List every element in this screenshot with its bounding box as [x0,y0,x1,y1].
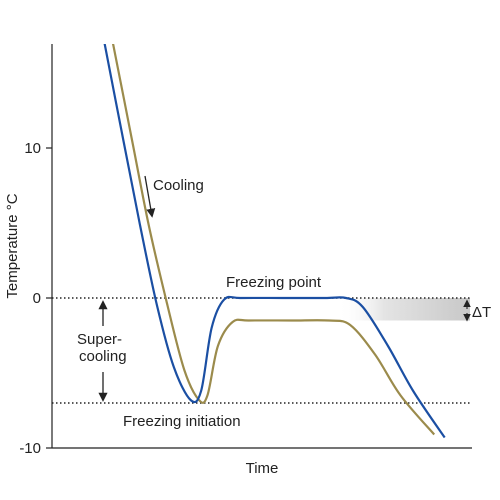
y-tick-label: -10 [19,440,41,457]
x-axis-label: Time [246,460,279,477]
cooling-arrow [144,175,156,218]
shaded-delta-band [337,298,470,321]
delta-t-label: ΔT [472,304,491,321]
freezing-initiation-label: Freezing initiation [123,413,241,430]
supercooling-label-line2: cooling [79,348,127,365]
y-tick-label: 0 [33,290,41,307]
series-line-blue [103,44,446,439]
freezing-point-label: Freezing point [226,274,322,291]
series-line-olive [111,44,436,436]
cooling-label: Cooling [153,177,204,194]
supercooling-label-line1: Super- [77,331,122,348]
y-axis-label: Temperature °C [4,193,21,298]
y-tick-label: 10 [24,140,41,157]
